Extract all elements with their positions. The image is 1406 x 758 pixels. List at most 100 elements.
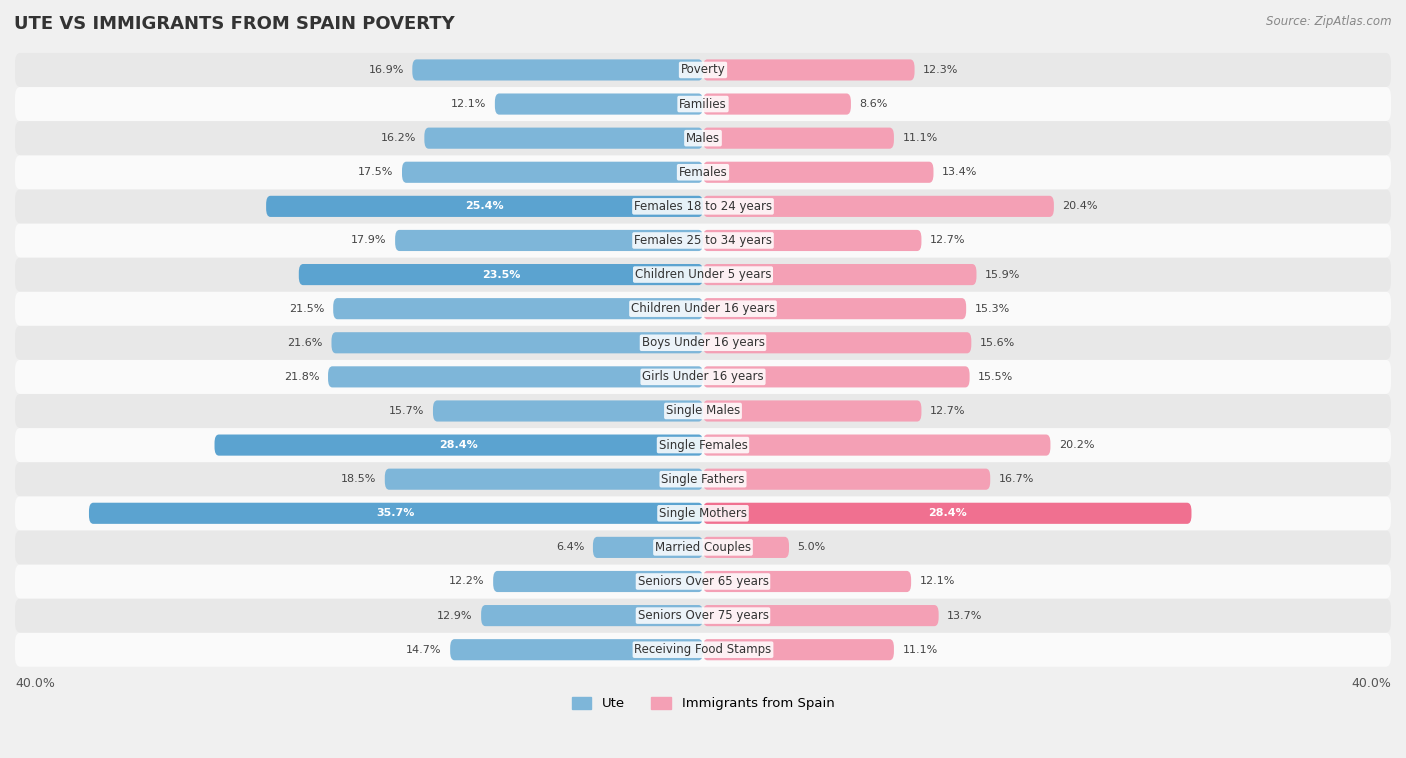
FancyBboxPatch shape [703, 59, 914, 80]
Text: 6.4%: 6.4% [555, 543, 585, 553]
FancyBboxPatch shape [332, 332, 703, 353]
Text: Females 18 to 24 years: Females 18 to 24 years [634, 200, 772, 213]
Text: 21.6%: 21.6% [287, 338, 323, 348]
FancyBboxPatch shape [703, 366, 970, 387]
Text: 15.9%: 15.9% [986, 270, 1021, 280]
Text: 16.7%: 16.7% [998, 475, 1035, 484]
Text: UTE VS IMMIGRANTS FROM SPAIN POVERTY: UTE VS IMMIGRANTS FROM SPAIN POVERTY [14, 15, 454, 33]
Text: Seniors Over 65 years: Seniors Over 65 years [637, 575, 769, 588]
Text: 11.1%: 11.1% [903, 133, 938, 143]
FancyBboxPatch shape [495, 93, 703, 114]
Text: Males: Males [686, 132, 720, 145]
Text: 15.7%: 15.7% [389, 406, 425, 416]
FancyBboxPatch shape [703, 298, 966, 319]
Text: 16.2%: 16.2% [381, 133, 416, 143]
FancyBboxPatch shape [89, 503, 703, 524]
FancyBboxPatch shape [703, 230, 921, 251]
Text: 35.7%: 35.7% [377, 509, 415, 518]
Text: 12.3%: 12.3% [924, 65, 959, 75]
Text: 12.1%: 12.1% [920, 577, 955, 587]
Text: 12.9%: 12.9% [437, 611, 472, 621]
Text: Source: ZipAtlas.com: Source: ZipAtlas.com [1267, 15, 1392, 28]
FancyBboxPatch shape [15, 428, 1391, 462]
FancyBboxPatch shape [703, 196, 1054, 217]
FancyBboxPatch shape [703, 468, 990, 490]
FancyBboxPatch shape [15, 190, 1391, 224]
FancyBboxPatch shape [15, 360, 1391, 394]
Text: 28.4%: 28.4% [928, 509, 966, 518]
FancyBboxPatch shape [266, 196, 703, 217]
Text: 12.2%: 12.2% [449, 577, 485, 587]
Text: 21.5%: 21.5% [290, 304, 325, 314]
Text: Single Fathers: Single Fathers [661, 473, 745, 486]
FancyBboxPatch shape [703, 537, 789, 558]
Text: Children Under 5 years: Children Under 5 years [634, 268, 772, 281]
Text: 15.3%: 15.3% [974, 304, 1010, 314]
FancyBboxPatch shape [703, 93, 851, 114]
Text: Single Females: Single Females [658, 439, 748, 452]
Text: 21.8%: 21.8% [284, 372, 319, 382]
Text: Children Under 16 years: Children Under 16 years [631, 302, 775, 315]
FancyBboxPatch shape [15, 394, 1391, 428]
Text: Females 25 to 34 years: Females 25 to 34 years [634, 234, 772, 247]
Text: 17.5%: 17.5% [359, 168, 394, 177]
FancyBboxPatch shape [15, 121, 1391, 155]
Text: 40.0%: 40.0% [15, 677, 55, 690]
Text: 8.6%: 8.6% [859, 99, 889, 109]
Text: 23.5%: 23.5% [482, 270, 520, 280]
Text: Single Mothers: Single Mothers [659, 507, 747, 520]
Text: 13.4%: 13.4% [942, 168, 977, 177]
FancyBboxPatch shape [15, 224, 1391, 258]
FancyBboxPatch shape [15, 462, 1391, 496]
FancyBboxPatch shape [703, 332, 972, 353]
Text: Receiving Food Stamps: Receiving Food Stamps [634, 644, 772, 656]
FancyBboxPatch shape [215, 434, 703, 456]
Text: Boys Under 16 years: Boys Under 16 years [641, 337, 765, 349]
FancyBboxPatch shape [15, 258, 1391, 292]
FancyBboxPatch shape [481, 605, 703, 626]
Text: Girls Under 16 years: Girls Under 16 years [643, 371, 763, 384]
FancyBboxPatch shape [412, 59, 703, 80]
Legend: Ute, Immigrants from Spain: Ute, Immigrants from Spain [567, 691, 839, 716]
Text: 15.6%: 15.6% [980, 338, 1015, 348]
Text: 25.4%: 25.4% [465, 202, 503, 211]
Text: 20.2%: 20.2% [1059, 440, 1094, 450]
Text: Single Males: Single Males [666, 405, 740, 418]
FancyBboxPatch shape [328, 366, 703, 387]
Text: 5.0%: 5.0% [797, 543, 825, 553]
Text: 14.7%: 14.7% [406, 645, 441, 655]
FancyBboxPatch shape [703, 127, 894, 149]
FancyBboxPatch shape [593, 537, 703, 558]
FancyBboxPatch shape [425, 127, 703, 149]
FancyBboxPatch shape [15, 633, 1391, 667]
Text: 18.5%: 18.5% [340, 475, 377, 484]
FancyBboxPatch shape [703, 503, 1191, 524]
FancyBboxPatch shape [15, 565, 1391, 599]
Text: 12.1%: 12.1% [451, 99, 486, 109]
FancyBboxPatch shape [395, 230, 703, 251]
FancyBboxPatch shape [402, 161, 703, 183]
FancyBboxPatch shape [703, 161, 934, 183]
FancyBboxPatch shape [333, 298, 703, 319]
Text: 15.5%: 15.5% [979, 372, 1014, 382]
Text: Females: Females [679, 166, 727, 179]
Text: Seniors Over 75 years: Seniors Over 75 years [637, 609, 769, 622]
Text: 12.7%: 12.7% [929, 406, 966, 416]
Text: Families: Families [679, 98, 727, 111]
Text: Poverty: Poverty [681, 64, 725, 77]
Text: 13.7%: 13.7% [948, 611, 983, 621]
FancyBboxPatch shape [15, 155, 1391, 190]
Text: 16.9%: 16.9% [368, 65, 404, 75]
Text: 12.7%: 12.7% [929, 236, 966, 246]
Text: 11.1%: 11.1% [903, 645, 938, 655]
FancyBboxPatch shape [703, 605, 939, 626]
Text: 20.4%: 20.4% [1063, 202, 1098, 211]
FancyBboxPatch shape [703, 639, 894, 660]
FancyBboxPatch shape [703, 571, 911, 592]
FancyBboxPatch shape [15, 326, 1391, 360]
FancyBboxPatch shape [299, 264, 703, 285]
FancyBboxPatch shape [703, 400, 921, 421]
FancyBboxPatch shape [15, 53, 1391, 87]
FancyBboxPatch shape [385, 468, 703, 490]
FancyBboxPatch shape [450, 639, 703, 660]
